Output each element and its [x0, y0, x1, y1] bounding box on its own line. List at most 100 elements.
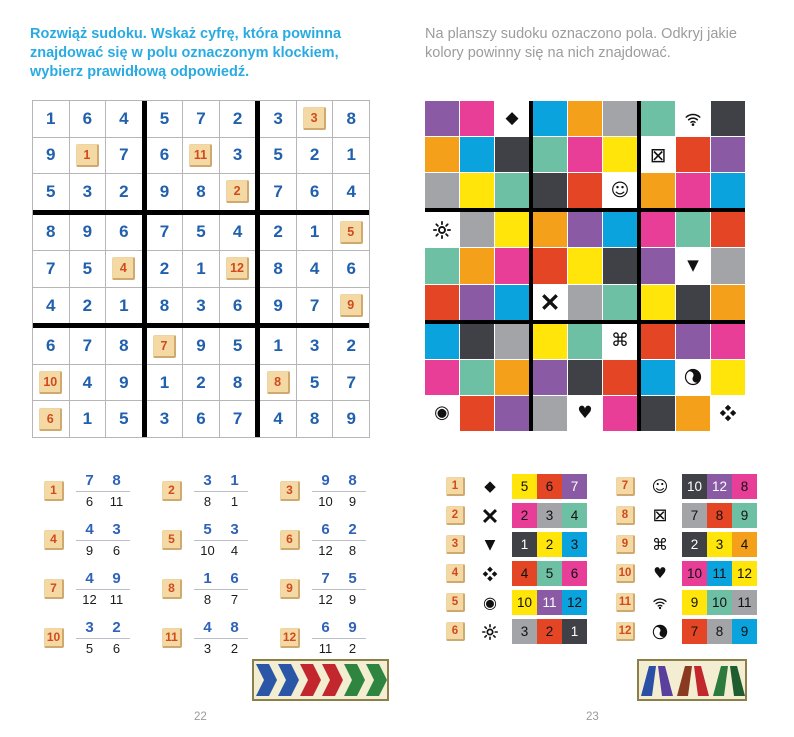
sudoku-digit: 4 [119, 108, 129, 128]
legend-row: 5 ◉ 10 11 12 [446, 590, 587, 615]
color-cell [460, 101, 494, 137]
sudoku-cell: 1 [183, 251, 219, 287]
sudoku-cell: 6 [106, 214, 142, 251]
color-cell [495, 323, 529, 359]
sudoku-cell: 4 [106, 251, 142, 287]
legend-symbol: ◉ [479, 594, 501, 612]
symbol-cell [676, 359, 710, 395]
legend-color-square: 6 [562, 561, 587, 586]
answer-bottom-number: 1 [230, 493, 239, 509]
marker-tile: 7 [616, 477, 635, 496]
sudoku-digit: 6 [119, 222, 129, 242]
sudoku-cell: 8 [106, 328, 142, 364]
color-cell [460, 284, 494, 320]
right-page-heading: Na planszy sudoku oznaczono pola. Odkryj… [425, 26, 737, 61]
sudoku-cell: 12 [219, 251, 256, 287]
color-cell [568, 173, 602, 209]
sudoku-digit: 6 [159, 145, 170, 165]
sudoku-cell: 8 [146, 287, 183, 324]
answer-fractions: 7 8 6 11 [76, 473, 130, 508]
answer-bottom-number: 10 [200, 542, 215, 558]
sudoku-digit: 6 [46, 336, 56, 356]
fraction-divider [194, 637, 248, 639]
marker-tile: 4 [112, 257, 136, 281]
marker-tile: 6 [446, 622, 465, 641]
color-cell [603, 137, 637, 173]
answer-bottom-number: 4 [230, 542, 239, 558]
color-cell [495, 284, 529, 320]
heart-icon: ♥ [577, 402, 593, 423]
fraction-divider [194, 539, 248, 541]
legend-symbol [649, 623, 671, 641]
marker-tile: 10 [39, 371, 63, 395]
color-cell [676, 395, 710, 431]
sudoku-digit: 8 [196, 181, 206, 201]
marker-tile: 6 [280, 529, 300, 550]
color-cell [641, 323, 675, 359]
marker-tile: 4 [44, 529, 64, 550]
legend-color-squares: 9 10 11 [682, 590, 757, 615]
legend-row: 8 ⊠ 7 8 9 [616, 503, 757, 528]
marker-tile: 7 [152, 334, 176, 358]
sudoku-digit: 4 [82, 372, 93, 392]
sudoku-digit: 2 [82, 295, 93, 315]
sudoku-cell: 4 [296, 251, 333, 287]
sudoku-cell: 1 [260, 328, 296, 364]
sudoku-cell: 10 [33, 364, 69, 401]
fraction-divider [194, 588, 248, 590]
symbol-cell [425, 212, 459, 248]
color-cell [495, 395, 529, 431]
answer-bottom-number: 9 [348, 493, 357, 509]
sudoku-cell: 3 [296, 101, 333, 137]
sudoku-cell: 7 [183, 101, 219, 137]
marker-tile: 6 [39, 407, 63, 431]
legend-color-square: 4 [562, 503, 587, 528]
sudoku-digit: 6 [309, 181, 320, 201]
answer-bottom-number: 12 [318, 591, 333, 607]
sudoku-digit: 3 [309, 336, 320, 356]
answer-top-number: 8 [112, 471, 121, 489]
marker-tile: 3 [303, 107, 327, 131]
sudoku-digit: 7 [196, 108, 206, 128]
sudoku-cell: 2 [69, 287, 106, 324]
sudoku-digit: 9 [82, 222, 93, 242]
sudoku-cell: 8 [296, 401, 333, 437]
sudoku-digit: 9 [273, 295, 283, 315]
sudoku-cell: 5 [296, 364, 333, 401]
marker-tile: 1 [44, 480, 64, 501]
fraction-divider [312, 490, 366, 492]
legend-color-square: 4 [732, 532, 757, 557]
answer-top-number: 3 [85, 618, 94, 636]
legend-color-square: 8 [707, 619, 732, 644]
sudoku-digit: 1 [159, 372, 170, 392]
sudoku-grid: 1 6 4 9 1 7 5 3 2 5 7 2 6 11 3 9 8 2 3 3 8 5 2 1 7 6 4 8 9 6 7 5 4 4 2 1 7 5 4… [33, 101, 369, 437]
symbol-cell: ⊠ [641, 137, 675, 173]
color-cell [711, 137, 745, 173]
sudoku-cell: 5 [219, 328, 256, 364]
sudoku-digit: 1 [82, 409, 93, 429]
color-cell [495, 248, 529, 284]
color-cell [641, 212, 675, 248]
sudoku-digit: 5 [232, 336, 243, 356]
target-icon: ◉ [434, 402, 450, 424]
sudoku-digit: 7 [346, 372, 356, 392]
sudoku-cell: 1 [106, 287, 142, 324]
sudoku-digit: 8 [46, 222, 56, 242]
sudoku-cell: 9 [146, 174, 183, 210]
sudoku-digit: 7 [309, 295, 320, 315]
sudoku-cell: 11 [183, 137, 219, 174]
marker-tile: 2 [226, 180, 250, 204]
sudoku-cell: 2 [219, 101, 256, 137]
sudoku-digit: 4 [346, 181, 356, 201]
legend-color-squares: 10 11 12 [682, 561, 757, 586]
heart-icon: ♥ [653, 564, 667, 582]
fraction-divider [76, 539, 130, 541]
sudoku-digit: 3 [273, 108, 283, 128]
